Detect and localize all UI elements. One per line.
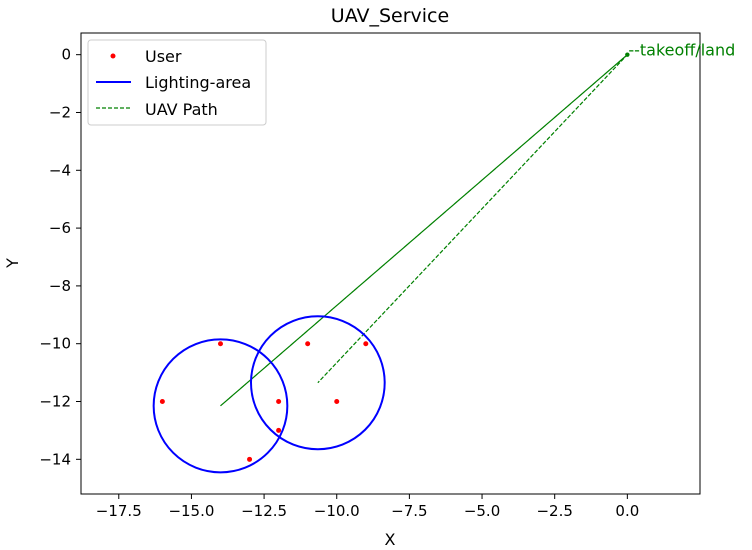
user-point	[217, 341, 223, 347]
user-point	[159, 399, 165, 405]
lighting-area-circle	[250, 315, 386, 451]
takeoff-land-annotation: --takeoff/land	[628, 41, 735, 60]
user-point	[334, 399, 340, 405]
y-tick-label: −12	[39, 393, 71, 411]
x-tick-label: −15.0	[168, 502, 214, 520]
x-tick-label: 0.0	[615, 502, 639, 520]
user-point	[305, 341, 311, 347]
y-axis-label: Y	[3, 258, 22, 269]
x-tick-label: −17.5	[96, 502, 142, 520]
chart-title: UAV_Service	[331, 5, 449, 27]
x-tick-label: −10.0	[314, 502, 360, 520]
uav-path-line	[220, 54, 628, 407]
x-axis: −17.5 −15.0 −12.5 −10.0 −7.5 −5.0 −2.5 0.0	[96, 494, 639, 520]
legend-box	[87, 39, 267, 126]
y-tick-label: −6	[49, 219, 71, 237]
legend-label-uav-path: UAV Path	[145, 100, 218, 119]
y-tick-label: 0	[61, 46, 71, 64]
y-tick-label: −14	[39, 450, 71, 468]
legend: User Lighting-area UAV Path	[87, 39, 267, 126]
user-point	[276, 399, 282, 405]
x-tick-label: −7.5	[391, 502, 427, 520]
plot-frame	[80, 32, 701, 495]
y-tick-label: −2	[49, 103, 71, 121]
x-axis-label: X	[385, 530, 396, 549]
user-point	[247, 456, 253, 462]
y-tick-label: −10	[39, 335, 71, 353]
lighting-area-circle	[152, 338, 289, 474]
y-tick-label: −8	[49, 277, 71, 295]
x-tick-label: −2.5	[536, 502, 572, 520]
x-tick-label: −5.0	[464, 502, 500, 520]
plot-area	[152, 52, 630, 474]
x-tick-label: −12.5	[241, 502, 287, 520]
legend-label-lighting-area: Lighting-area	[145, 73, 251, 92]
legend-marker-user	[110, 53, 116, 59]
legend-label-user: User	[145, 47, 182, 66]
y-axis: 0 −2 −4 −6 −8 −10 −12 −14	[39, 46, 81, 468]
user-point	[363, 341, 369, 347]
takeoff-point	[625, 52, 630, 57]
y-tick-label: −4	[49, 161, 71, 179]
user-point	[276, 427, 282, 433]
